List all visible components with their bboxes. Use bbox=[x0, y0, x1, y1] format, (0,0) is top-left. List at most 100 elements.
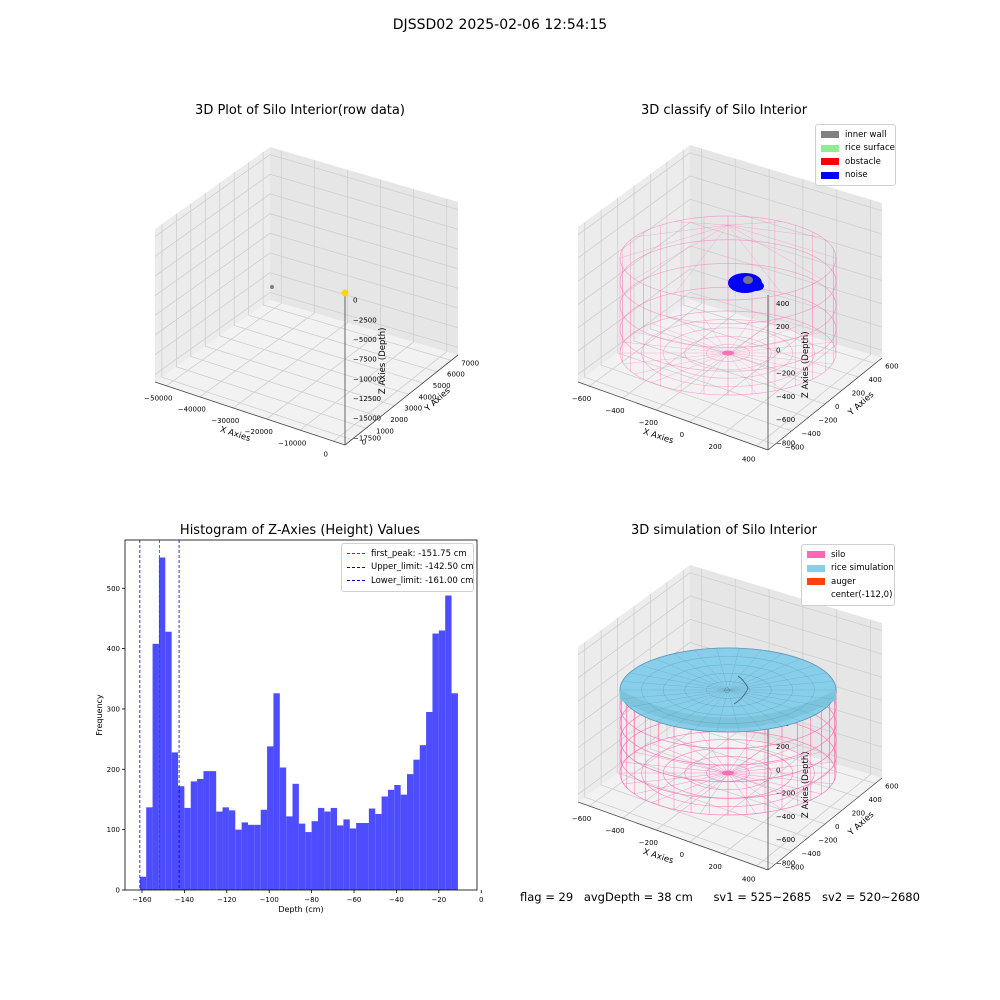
p2-z-tick-label: −800 bbox=[776, 439, 795, 447]
p2-x-tick-label: −600 bbox=[572, 395, 591, 403]
panel4-legend: silo rice simulation auger center(-112,0… bbox=[801, 544, 895, 606]
p2-inner-wall-floor-spoke bbox=[699, 352, 729, 394]
rice-mesh-spoke bbox=[640, 689, 729, 715]
p2-inner-wall-floor-spoke bbox=[727, 331, 822, 354]
p2-z-tick-label: −600 bbox=[776, 416, 795, 424]
p1-y-tick-label: 1000 bbox=[376, 427, 394, 435]
p2-top-spoke bbox=[727, 224, 822, 280]
histogram-bar bbox=[184, 807, 191, 890]
p1-y-grid bbox=[175, 213, 367, 429]
raw-point-grey bbox=[270, 285, 274, 289]
p4-x-tick-label: −400 bbox=[605, 827, 624, 835]
p2-top-spoke bbox=[619, 224, 729, 259]
p4-z-tick-label: −400 bbox=[776, 813, 795, 821]
p2-inner-wall-ring bbox=[619, 310, 837, 396]
x-tick-label: −100 bbox=[260, 896, 279, 904]
histogram-bar bbox=[362, 823, 369, 890]
upper-limit-line-sample bbox=[347, 566, 365, 568]
p2-x-grid bbox=[722, 189, 838, 435]
p2-y-tick-label: 600 bbox=[885, 363, 898, 371]
p1-y-grid bbox=[161, 224, 352, 440]
p1-z-tick-label: −12500 bbox=[353, 395, 381, 403]
y-tick-label: 400 bbox=[107, 645, 120, 653]
rice-mesh-spoke bbox=[727, 689, 783, 727]
p2-inner-wall-center-mark bbox=[722, 350, 734, 356]
p4-silo-floor-spoke bbox=[727, 732, 757, 774]
p4-silo-center-mark bbox=[722, 770, 734, 776]
legend-first-peak: first_peak: -151.75 cm bbox=[347, 547, 468, 561]
rice-mesh-spoke bbox=[629, 689, 729, 708]
rice-simulation-swatch bbox=[807, 564, 825, 572]
p2-x-tick-label: −400 bbox=[605, 407, 624, 415]
p4-y-grid bbox=[600, 630, 792, 852]
x-tick-label: 0 bbox=[479, 896, 483, 904]
legend-silo: silo bbox=[807, 548, 889, 562]
p4-x-grid bbox=[756, 619, 871, 867]
x-tick-label: −140 bbox=[175, 896, 194, 904]
p2-top-spoke bbox=[673, 224, 729, 295]
p4-y-grid bbox=[666, 581, 859, 798]
rice-surface-swatch bbox=[821, 144, 839, 152]
p2-z-tick-label: −200 bbox=[776, 370, 795, 378]
p2-inner-wall-floor-spoke bbox=[673, 352, 729, 390]
panel1-title: 3D Plot of Silo Interior(row data) bbox=[195, 103, 405, 118]
histogram-bar bbox=[381, 796, 388, 890]
p2-inner-wall-floor-spoke bbox=[727, 312, 757, 354]
p2-top-spoke bbox=[673, 221, 729, 226]
p2-inner-wall-floor-spoke bbox=[623, 341, 729, 354]
p2-inner-wall-floor-spoke bbox=[727, 352, 833, 365]
p4-z-grid bbox=[577, 572, 883, 656]
histogram-bar bbox=[203, 771, 210, 890]
rice-mesh-spoke bbox=[727, 648, 740, 691]
p4-silo-floor-spoke bbox=[673, 772, 729, 810]
p1-z-tick-label: −15000 bbox=[353, 415, 381, 423]
p2-floor-pane bbox=[578, 300, 882, 450]
p1-x-grid bbox=[166, 150, 282, 387]
p2-top-spoke bbox=[634, 224, 729, 238]
histogram-bar bbox=[375, 813, 382, 890]
p4-x-axis-label: X Axies bbox=[642, 847, 675, 866]
rice-mesh-spoke bbox=[629, 672, 729, 691]
p1-x-grid bbox=[199, 160, 315, 398]
p4-y-tick-label: −200 bbox=[818, 836, 837, 844]
histogram-bar bbox=[349, 828, 357, 890]
p1-z-axis-label: Z Axies (Depth) bbox=[378, 328, 388, 395]
legend-rice-surface: rice surface bbox=[821, 142, 895, 156]
p4-z-grid bbox=[577, 595, 883, 679]
p1-z-grid bbox=[154, 154, 459, 237]
p2-z-tick-label: 400 bbox=[776, 300, 789, 308]
legend-auger: auger bbox=[807, 575, 889, 589]
legend-auger-label: auger bbox=[831, 576, 856, 587]
raw-point-yellow bbox=[341, 289, 349, 297]
center-swatch bbox=[807, 592, 825, 599]
histogram-bar bbox=[190, 781, 198, 890]
histogram-bar bbox=[438, 630, 446, 890]
p4-y-tick-label: 200 bbox=[852, 810, 865, 818]
histogram-bar bbox=[197, 778, 204, 890]
p1-x-tick-label: 0 bbox=[323, 450, 327, 458]
rice-mesh-spoke bbox=[727, 689, 740, 732]
p2-y-grid bbox=[584, 222, 775, 445]
histogram-bar bbox=[419, 745, 427, 890]
p4-y-tick-label: 0 bbox=[835, 823, 839, 831]
rice-mesh-spoke bbox=[727, 689, 827, 708]
panel4-title: 3D simulation of Silo Interior bbox=[631, 523, 817, 538]
histogram-bar bbox=[158, 557, 166, 890]
p2-top-spoke bbox=[727, 224, 783, 295]
rice-mesh-spoke bbox=[727, 653, 783, 691]
sv2-text: sv2 = 520~2680 bbox=[822, 890, 920, 904]
p1-y-tick-label: 4000 bbox=[419, 393, 437, 401]
silo-swatch bbox=[807, 551, 825, 559]
p4-silo-floor-spoke bbox=[651, 772, 729, 803]
p2-y-grid bbox=[600, 210, 792, 432]
histogram-bar bbox=[330, 807, 338, 890]
histogram-bar bbox=[139, 876, 147, 890]
histogram-frame bbox=[124, 539, 478, 891]
rice-mesh-spoke bbox=[727, 649, 762, 691]
histogram-bar bbox=[247, 824, 255, 890]
histogram-bar bbox=[267, 746, 274, 890]
p1-x-grid bbox=[233, 169, 348, 409]
p4-silo-floor-spoke bbox=[634, 772, 729, 795]
p4-silo-floor-spoke bbox=[623, 772, 729, 785]
